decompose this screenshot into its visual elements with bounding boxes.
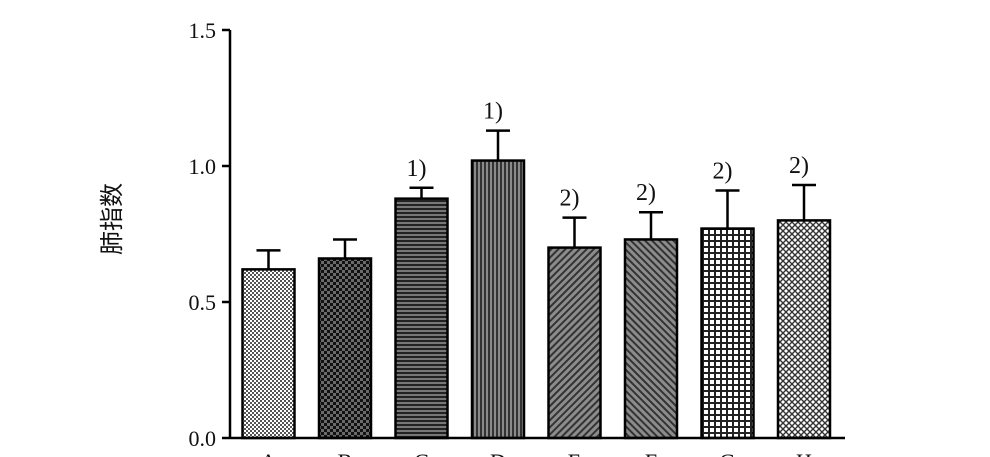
y-tick-label: 0.0 [189, 426, 217, 451]
x-tick-label: D [490, 449, 506, 457]
bar-G [700, 227, 755, 440]
bar-A [241, 268, 296, 440]
y-tick-label: 1.5 [189, 18, 217, 43]
x-tick-label: B [338, 449, 353, 457]
significance-label: 2) [636, 180, 656, 206]
y-ticks-layer: 0.0 0.5 1.0 1.5 [189, 18, 230, 451]
bar-C [394, 197, 449, 440]
labels-layer: A B 1) C 1) D 2) E 2) F 2) G 2) H [261, 99, 813, 457]
x-tick-label: A [261, 449, 277, 457]
significance-label: 1) [407, 156, 427, 182]
x-tick-label: H [796, 449, 812, 457]
significance-label: 2) [789, 153, 809, 179]
bar-F [623, 238, 679, 440]
bar-E [547, 246, 602, 440]
significance-label: 1) [483, 99, 503, 125]
y-tick-label: 0.5 [189, 290, 217, 315]
y-axis-label: 肺指数 [98, 183, 126, 255]
x-tick-label: E [568, 449, 581, 457]
bar-H [776, 219, 832, 440]
x-tick-label: C [414, 449, 429, 457]
significance-label: 2) [713, 158, 733, 184]
bar-D [470, 159, 526, 440]
x-tick-label: G [720, 449, 736, 457]
bar-B [317, 257, 373, 440]
significance-label: 2) [560, 186, 580, 212]
error-bars-layer [256, 129, 816, 270]
bars-layer [241, 159, 832, 440]
y-tick-label: 1.0 [189, 154, 217, 179]
x-tick-label: F [645, 449, 657, 457]
